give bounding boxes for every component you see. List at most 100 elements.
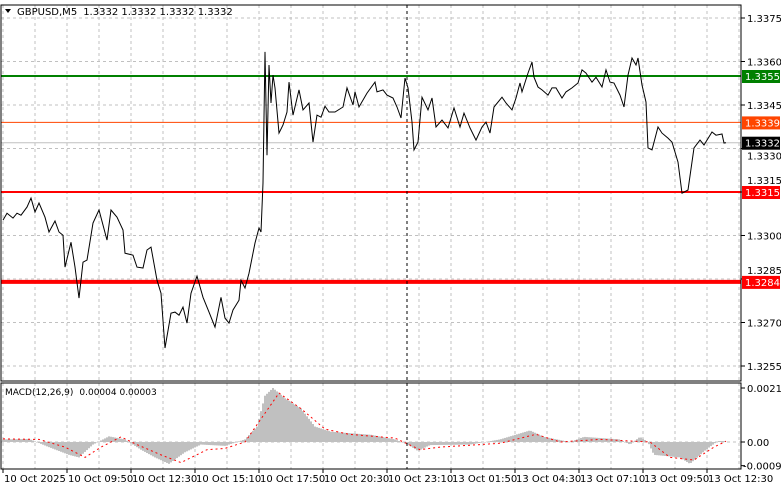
macd-histogram-bar [424, 442, 426, 448]
y-tick-label: 1.3345 [747, 101, 781, 112]
macd-histogram-bar [218, 442, 220, 446]
macd-histogram-bar [388, 438, 390, 442]
macd-histogram-bar [706, 442, 708, 449]
macd-histogram-bar [668, 442, 670, 457]
macd-histogram-bar [568, 441, 570, 443]
macd-histogram-bar [430, 442, 432, 446]
macd-histogram-bar [172, 442, 174, 461]
macd-histogram-bar [584, 436, 586, 442]
macd-histogram-bar [96, 442, 98, 443]
macd-histogram-bar [124, 439, 126, 442]
macd-histogram-bar [174, 442, 176, 460]
macd-histogram-bar [260, 411, 262, 442]
macd-histogram-bar [594, 437, 596, 442]
macd-histogram-bar [538, 434, 540, 442]
x-tick-label: 10 Oct 09:50 [68, 474, 133, 485]
macd-histogram-bar [38, 442, 40, 444]
macd-y-tick-label: 0.00 [747, 438, 769, 449]
macd-histogram-bar [514, 434, 516, 442]
macd-histogram-bar [282, 396, 284, 442]
price-levels [1, 75, 741, 284]
macd-histogram-bar [108, 436, 110, 442]
macd-histogram-bar [382, 437, 384, 442]
macd-histogram-bar [206, 442, 208, 445]
macd-histogram-bar [378, 436, 380, 442]
macd-histogram-bar [578, 438, 580, 442]
macd-histogram-bar [74, 442, 76, 457]
macd-name: MACD(12,26,9) [5, 388, 73, 398]
macd-histogram-bar [460, 442, 462, 445]
macd-histogram-bar [116, 437, 118, 442]
macd-histogram-bar [674, 442, 676, 457]
macd-histogram-bar [226, 442, 228, 446]
macd-histogram-bar [370, 434, 372, 442]
macd-histogram-bar [462, 442, 464, 445]
macd-histogram-bar [304, 413, 306, 442]
macd-histogram-bar [358, 433, 360, 442]
macd-histogram-bar [398, 441, 400, 442]
macd-histogram-bar [46, 442, 48, 447]
macd-histogram-bar [50, 442, 52, 448]
macd-histogram-bar [152, 442, 154, 457]
macd-histogram-bar [534, 432, 536, 442]
macd-histogram-bar [90, 442, 92, 447]
macd-histogram-bar [554, 439, 556, 442]
macd-histogram-bar [360, 434, 362, 442]
ohlc-label: 1.3332 1.3332 1.3332 1.3332 [83, 7, 233, 18]
x-tick-label: 10 Oct 23:10 [388, 474, 453, 485]
macd-histogram-bar [176, 442, 178, 459]
macd-histogram-bar [254, 428, 256, 442]
macd-histogram-bar [656, 442, 658, 456]
macd-histogram-bar [478, 442, 480, 444]
macd-histogram-bar [586, 437, 588, 442]
level-price-label: 1.3315 [745, 188, 780, 199]
macd-histogram-bar [348, 433, 350, 442]
macd-histogram-bar [612, 438, 614, 442]
macd-histogram-bar [458, 442, 460, 445]
macd-histogram-bar [484, 442, 486, 443]
macd-histogram-bar [62, 442, 64, 453]
macd-histogram-bar [582, 437, 584, 442]
macd-histogram-bar [600, 438, 602, 442]
macd-histogram-bar [520, 433, 522, 442]
macd-histogram-bar [220, 442, 222, 446]
macd-histogram-bar [480, 442, 482, 443]
macd-signal-line [2, 392, 727, 464]
macd-histogram-bar [42, 442, 44, 445]
x-tick-label: 10 Oct 20:30 [324, 474, 389, 485]
macd-histogram-bar [336, 432, 338, 442]
macd-histogram-bar [326, 430, 328, 442]
level-price-tag [742, 275, 780, 289]
macd-histogram-bar [18, 439, 20, 442]
macd-histogram-bar [284, 398, 286, 442]
macd-histogram-bar [426, 442, 428, 447]
macd-histogram-bar [550, 438, 552, 442]
macd-histogram-bar [456, 442, 458, 445]
macd-histogram-bar [204, 442, 206, 445]
macd-histogram-bar [356, 433, 358, 442]
macd-histogram-bar [82, 442, 84, 454]
macd-histogram-bar [342, 432, 344, 442]
macd-panel-border [0, 382, 742, 470]
macd-histogram-bar [558, 439, 560, 442]
macd-histogram-bar [510, 436, 512, 442]
macd-histogram-bar [422, 442, 424, 449]
macd-histogram-bar [132, 442, 134, 445]
macd-histogram-bar [574, 440, 576, 442]
macd-histogram-bar [148, 442, 150, 455]
macd-histogram-bar [416, 442, 418, 451]
macd-histogram-bar [308, 418, 310, 442]
macd-histogram-bar [84, 442, 86, 452]
dropdown-triangle-icon[interactable] [5, 9, 11, 13]
macd-histogram-bar [722, 440, 724, 442]
macd-histogram-bar [130, 442, 132, 444]
macd-histogram-bar [376, 435, 378, 442]
macd-histogram-bar [344, 432, 346, 442]
macd-histogram-bar [232, 442, 234, 444]
price-line [2, 51, 727, 349]
macd-histogram-bar [604, 438, 606, 442]
macd-histogram-bar [542, 436, 544, 442]
